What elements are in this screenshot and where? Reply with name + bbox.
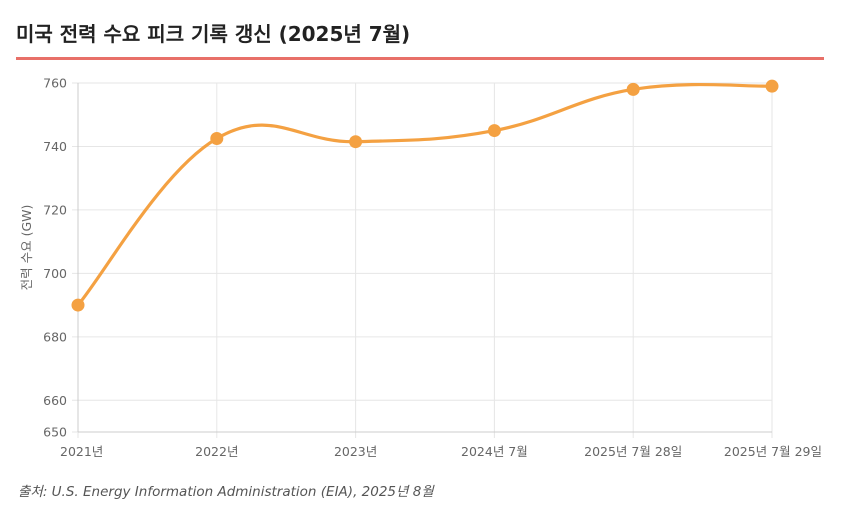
x-tick-labels: 2021년 2022년 2023년 2024년 7월 2025년 7월 28일 2025년… bbox=[60, 444, 822, 459]
data-point[interactable] bbox=[210, 132, 224, 146]
y-tick-label: 740 bbox=[43, 139, 67, 154]
data-point[interactable] bbox=[626, 82, 640, 96]
axes bbox=[77, 83, 772, 433]
y-tick-label: 660 bbox=[43, 393, 67, 408]
y-tick-label: 650 bbox=[43, 425, 67, 440]
source-note: 출처: U.S. Energy Information Administrati… bbox=[18, 484, 434, 500]
y-tick-label: 760 bbox=[43, 76, 67, 91]
x-tick-label: 2021년 bbox=[60, 444, 103, 459]
x-tick-label: 2025년 7월 29일 bbox=[724, 444, 822, 459]
data-points bbox=[71, 79, 779, 312]
y-tick-label: 680 bbox=[43, 329, 67, 344]
y-tick-labels: 650 660 680 700 720 740 760 bbox=[43, 76, 67, 440]
chart-title: 미국 전력 수요 피크 기록 갱신 (2025년 7월) bbox=[16, 22, 411, 46]
data-point[interactable] bbox=[765, 79, 779, 93]
x-tick-label: 2024년 7월 bbox=[461, 444, 528, 459]
series-line bbox=[76, 82, 774, 307]
y-tick-label: 700 bbox=[43, 266, 67, 281]
x-tick-label: 2025년 7월 28일 bbox=[584, 444, 682, 459]
gridlines bbox=[72, 82, 773, 438]
series-layer bbox=[76, 82, 774, 307]
title-underline bbox=[16, 57, 824, 60]
y-tick-label: 720 bbox=[43, 202, 67, 217]
data-point[interactable] bbox=[487, 124, 501, 138]
y-axis-label: 전력 수요 (GW) bbox=[19, 205, 34, 291]
x-tick-label: 2022년 bbox=[195, 444, 238, 459]
data-point[interactable] bbox=[349, 135, 363, 149]
x-tick-label: 2023년 bbox=[334, 444, 377, 459]
data-point[interactable] bbox=[71, 298, 85, 312]
